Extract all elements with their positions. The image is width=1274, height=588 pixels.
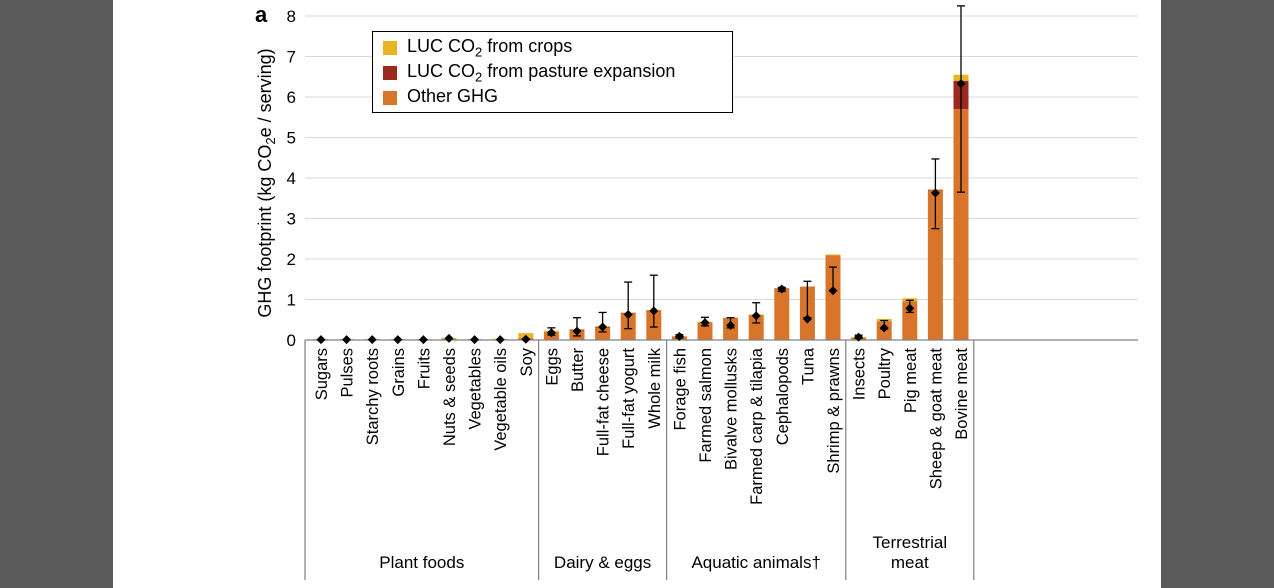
bar-bovine-meat-other xyxy=(953,109,969,341)
x-tick-label-butter: Butter xyxy=(569,348,587,393)
x-tick-label-full-fat-yogurt: Full-fat yogurt xyxy=(620,348,638,449)
x-tick-label-sugars: Sugars xyxy=(313,348,331,400)
x-tick-label-nuts-seeds: Nuts & seeds xyxy=(441,348,459,446)
x-tick-label-fruits: Fruits xyxy=(415,348,433,389)
y-tick-label: 6 xyxy=(287,88,296,107)
x-tick-label-vegetables: Vegetables xyxy=(467,348,485,430)
x-tick-label-sheep-goat-meat: Sheep & goat meat xyxy=(927,348,945,490)
median-marker-cephalopods xyxy=(777,284,787,294)
group-label-terrestrial-meat: Terrestrial meat xyxy=(872,533,947,572)
x-tick-label-bovine-meat: Bovine meat xyxy=(953,348,971,440)
y-tick-label: 5 xyxy=(287,129,296,148)
y-axis-label: GHG footprint (kg CO2e / serving) xyxy=(255,48,278,317)
legend-swatch-luc-crops xyxy=(383,41,397,55)
median-marker-fruits xyxy=(418,335,428,345)
x-tick-label-farmed-salmon: Farmed salmon xyxy=(697,348,715,463)
median-marker-shrimp-prawns xyxy=(828,286,838,296)
x-tick-label-full-fat-cheese: Full-fat cheese xyxy=(595,348,613,456)
median-marker-pulses xyxy=(342,335,352,345)
median-marker-farmed-salmon xyxy=(700,318,710,328)
bar-farmed-carp-tilapia-other xyxy=(748,314,764,340)
legend-label-luc-crops: LUC CO2 from crops xyxy=(407,36,573,60)
median-marker-vegetables xyxy=(470,335,480,345)
y-tick-label: 0 xyxy=(287,331,296,350)
median-marker-forage-fish xyxy=(674,331,684,341)
x-tick-label-eggs: Eggs xyxy=(543,348,561,386)
bar-farmed-salmon-other xyxy=(697,322,713,340)
chart-legend: LUC CO2 from crops LUC CO2 from pasture … xyxy=(372,31,733,113)
median-marker-eggs xyxy=(546,328,556,338)
x-tick-label-cephalopods: Cephalopods xyxy=(774,348,792,445)
bar-full-fat-cheese-other xyxy=(595,327,611,340)
bar-shrimp-prawns-luc-crops xyxy=(825,254,841,256)
panel-label: a xyxy=(255,2,268,27)
x-tick-label-forage-fish: Forage fish xyxy=(671,348,689,431)
x-tick-label-farmed-carp-tilapia: Farmed carp & tilapia xyxy=(748,347,766,505)
legend-swatch-other-ghg xyxy=(383,91,397,105)
bar-pig-meat-other xyxy=(902,301,918,340)
x-tick-label-bivalve-mollusks: Bivalve mollusks xyxy=(723,348,741,470)
median-marker-pig-meat xyxy=(905,303,915,313)
x-tick-label-whole-milk: Whole milk xyxy=(646,347,664,428)
median-marker-butter xyxy=(572,326,582,336)
median-marker-insects xyxy=(854,332,864,342)
median-marker-sugars xyxy=(316,335,326,345)
legend-swatch-luc-pasture xyxy=(383,66,397,80)
median-marker-full-fat-cheese xyxy=(598,322,608,332)
median-marker-tuna xyxy=(802,314,812,324)
median-marker-poultry xyxy=(879,323,889,333)
median-marker-starchy-roots xyxy=(367,335,377,345)
bar-shrimp-prawns-other xyxy=(825,254,841,340)
legend-item-luc-crops: LUC CO2 from crops xyxy=(383,36,573,60)
legend-label-luc-pasture: LUC CO2 from pasture expansion xyxy=(407,61,676,85)
median-marker-farmed-carp-tilapia xyxy=(751,311,761,321)
group-label-dairy-eggs: Dairy & eggs xyxy=(554,553,651,572)
x-tick-label-poultry: Poultry xyxy=(876,347,894,399)
x-tick-label-tuna: Tuna xyxy=(799,347,817,385)
y-tick-label: 1 xyxy=(287,291,296,310)
y-tick-label: 4 xyxy=(287,169,296,188)
x-tick-label-vegetable-oils: Vegetable oils xyxy=(492,348,510,451)
legend-label-other-ghg: Other GHG xyxy=(407,86,499,107)
bar-cephalopods-other xyxy=(774,288,790,340)
x-tick-label-pig-meat: Pig meat xyxy=(902,348,920,414)
x-tick-label-shrimp-prawns: Shrimp & prawns xyxy=(825,348,843,474)
ghg-chart: 0 1 2 3 4 5 6 7 8 GHG footprint (kg CO2e / servin… xyxy=(255,5,1138,580)
median-marker-nuts-seeds xyxy=(444,333,454,343)
median-marker-vegetable-oils xyxy=(495,335,505,345)
median-marker-grains xyxy=(393,335,403,345)
y-tick-label: 7 xyxy=(287,48,296,67)
x-tick-label-starchy-roots: Starchy roots xyxy=(364,348,382,445)
group-label-aquatic-animals: Aquatic animals† xyxy=(691,553,820,572)
y-tick-label: 2 xyxy=(287,250,296,269)
y-tick-label: 3 xyxy=(287,210,296,229)
group-label-plant-foods: Plant foods xyxy=(379,553,464,572)
median-marker-full-fat-yogurt xyxy=(623,309,633,319)
median-marker-sheep-goat-meat xyxy=(930,188,940,198)
figure-canvas: 0 1 2 3 4 5 6 7 8 GHG footprint (kg CO2e / servin… xyxy=(113,0,1161,588)
median-marker-whole-milk xyxy=(649,306,659,316)
median-marker-bivalve-mollusks xyxy=(726,320,736,330)
x-tick-label-soy: Soy xyxy=(518,347,536,376)
legend-item-other-ghg: Other GHG xyxy=(383,86,499,109)
x-tick-label-pulses: Pulses xyxy=(339,348,357,398)
x-tick-label-grains: Grains xyxy=(390,348,408,397)
legend-item-luc-pasture: LUC CO2 from pasture expansion xyxy=(383,61,676,85)
x-tick-label-insects: Insects xyxy=(851,348,869,400)
y-tick-label: 8 xyxy=(287,7,296,26)
median-marker-bovine-meat xyxy=(956,79,966,89)
median-marker-soy xyxy=(521,334,531,344)
